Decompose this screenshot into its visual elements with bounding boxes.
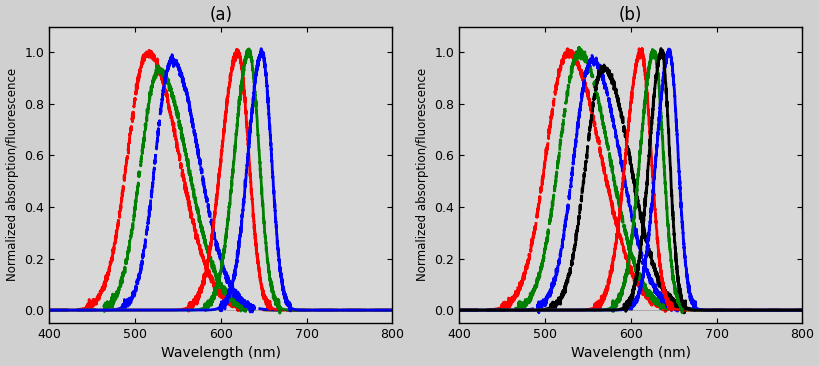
Y-axis label: Normalized absorption/fluorescence: Normalized absorption/fluorescence (6, 68, 19, 281)
Title: (a): (a) (209, 5, 232, 23)
Title: (b): (b) (618, 5, 641, 23)
X-axis label: Wavelength (nm): Wavelength (nm) (161, 347, 280, 361)
Y-axis label: Normalized absorption/fluorescence: Normalized absorption/fluorescence (415, 68, 428, 281)
X-axis label: Wavelength (nm): Wavelength (nm) (570, 347, 690, 361)
